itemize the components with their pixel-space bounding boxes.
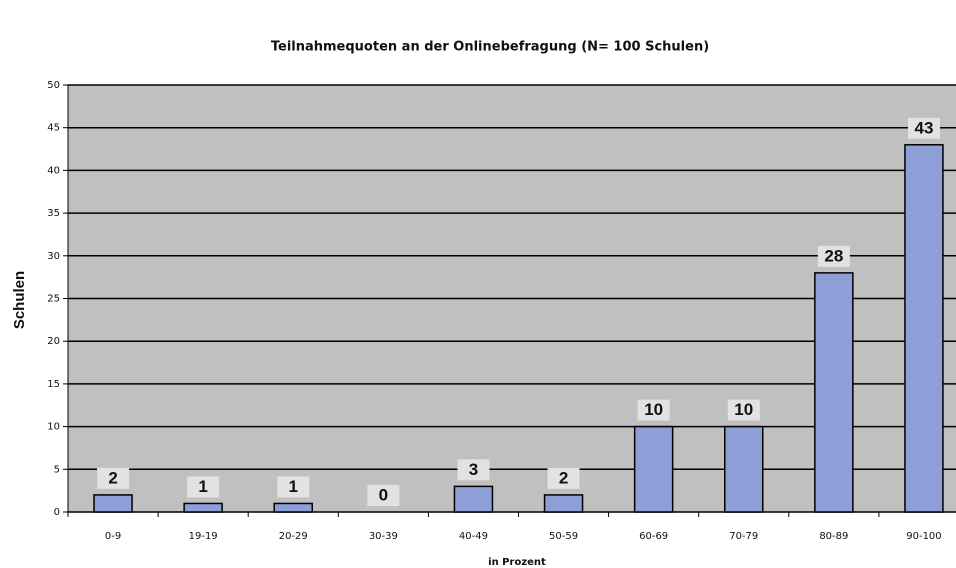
value-label: 3 xyxy=(469,460,478,479)
value-label: 28 xyxy=(824,246,843,265)
bar xyxy=(724,425,764,513)
value-label: 2 xyxy=(559,468,568,487)
x-tick-label: 0-9 xyxy=(105,531,121,542)
x-tick-label: 19-19 xyxy=(189,531,218,542)
y-tick-label: 45 xyxy=(47,123,60,134)
bar xyxy=(904,144,944,513)
value-label-bg xyxy=(637,399,670,421)
y-tick-label: 15 xyxy=(47,379,60,390)
bar xyxy=(93,494,133,513)
x-tick-label: 30-39 xyxy=(369,531,398,542)
y-tick-label: 35 xyxy=(47,208,60,219)
value-label-bg xyxy=(547,467,580,489)
value-label: 10 xyxy=(644,400,663,419)
bar xyxy=(633,425,674,513)
bar xyxy=(183,502,223,513)
value-label-bg xyxy=(457,459,490,481)
x-tick-label: 20-29 xyxy=(279,531,308,542)
value-label: 10 xyxy=(734,400,753,419)
bar xyxy=(543,494,584,513)
y-tick-label: 40 xyxy=(47,165,60,176)
x-axis-label: in Prozent xyxy=(488,557,546,568)
value-label-bg xyxy=(277,476,310,498)
y-tick-label: 30 xyxy=(47,251,60,262)
y-axis-label: Schulen xyxy=(11,271,28,329)
value-label-bg xyxy=(817,245,850,267)
value-label: 1 xyxy=(198,477,207,496)
x-tick-label: 40-49 xyxy=(459,531,488,542)
value-label-bg xyxy=(97,467,130,489)
bar xyxy=(273,502,313,513)
y-tick-label: 0 xyxy=(54,507,60,518)
value-label: 2 xyxy=(108,468,117,487)
x-tick-label: 80-89 xyxy=(819,531,848,542)
value-label-bg xyxy=(727,399,760,421)
x-tick-label: 90-100 xyxy=(906,531,941,542)
bar xyxy=(814,272,854,513)
x-tick-label: 60-69 xyxy=(639,531,668,542)
y-tick-label: 20 xyxy=(47,336,60,347)
y-tick-label: 50 xyxy=(47,80,60,91)
value-label-bg xyxy=(907,117,940,139)
value-label: 43 xyxy=(914,118,933,137)
value-label: 1 xyxy=(289,477,298,496)
value-label-bg xyxy=(367,485,400,506)
bar xyxy=(453,485,494,513)
y-tick-label: 25 xyxy=(47,294,60,305)
chart-title: Teilnahmequoten an der Onlinebefragung (… xyxy=(271,40,709,55)
x-tick-label: 70-79 xyxy=(729,531,758,542)
y-tick-label: 10 xyxy=(47,422,60,433)
x-tick-label: 50-59 xyxy=(549,531,578,542)
value-label: 0 xyxy=(379,485,388,504)
y-tick-label: 5 xyxy=(54,464,60,475)
value-label-bg xyxy=(187,476,220,498)
